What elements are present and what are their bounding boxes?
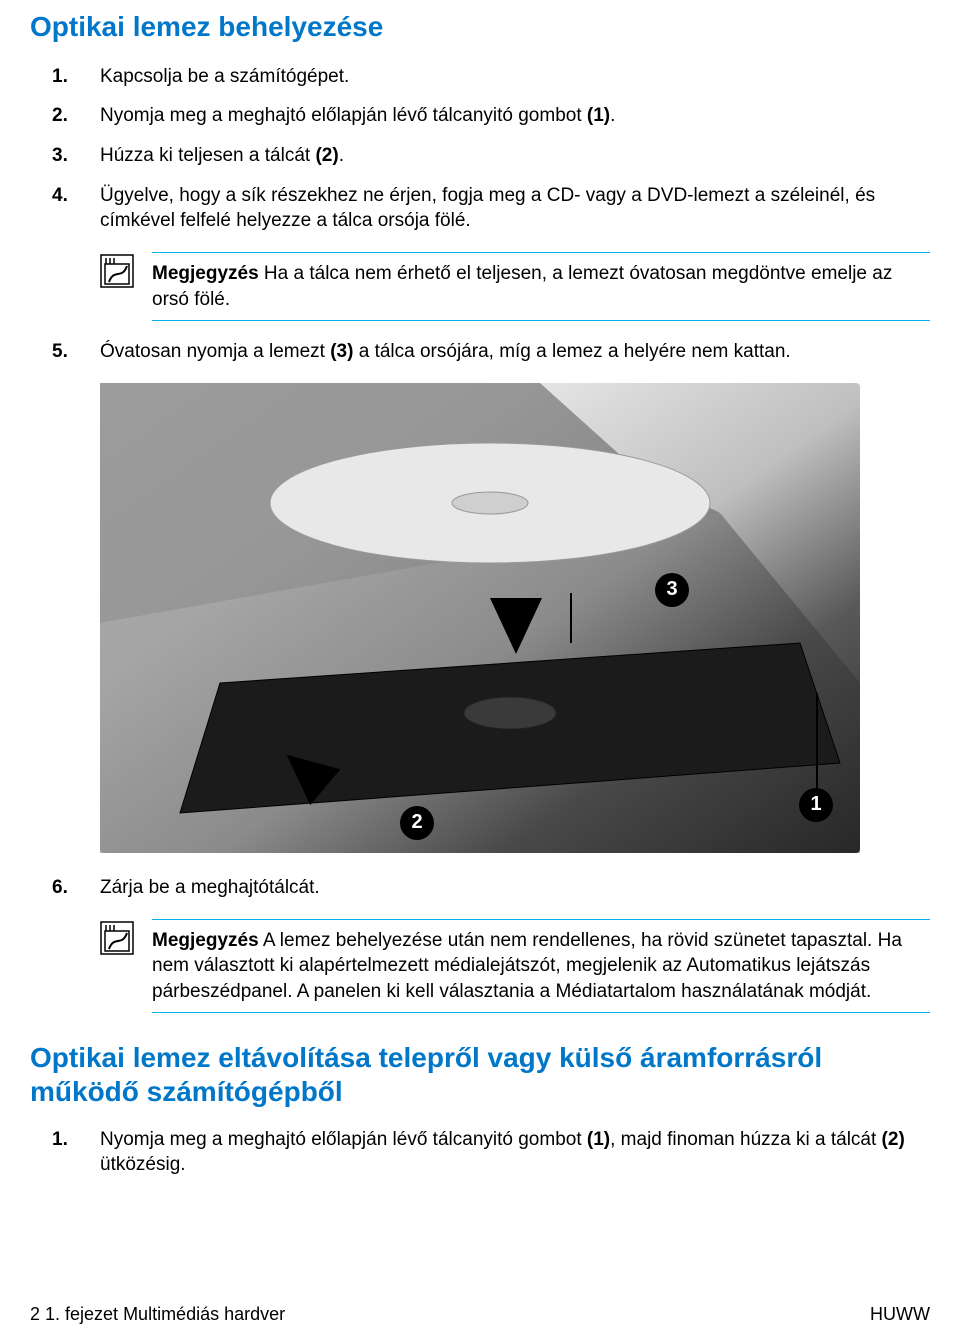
step-3-num: 3. bbox=[52, 143, 68, 169]
section2-step-1-text-c: ütközésig. bbox=[100, 1154, 186, 1175]
figure-callout-1: 1 bbox=[799, 788, 833, 822]
section1-steps: 1. Kapcsolja be a számítógépet. 2. Nyomj… bbox=[30, 64, 930, 1014]
step-3: 3. Húzza ki teljesen a tálcát (2). bbox=[100, 143, 930, 169]
section2-step-1: 1. Nyomja meg a meghajtó előlapján lévő … bbox=[100, 1127, 930, 1178]
step-5-text-b: a tálca orsójára, míg a lemez a helyére … bbox=[353, 341, 790, 362]
step-2-text-a: Nyomja meg a meghajtó előlapján lévő tál… bbox=[100, 105, 587, 126]
note-1-text: Megjegyzés Ha a tálca nem érhető el telj… bbox=[152, 252, 930, 321]
step-2: 2. Nyomja meg a meghajtó előlapján lévő … bbox=[100, 103, 930, 129]
section1-title: Optikai lemez behelyezése bbox=[30, 8, 930, 46]
section2-step-1-bold-a: (1) bbox=[587, 1129, 610, 1150]
step-3-text-b: . bbox=[339, 145, 344, 166]
step-6-text: Zárja be a meghajtótálcát. bbox=[100, 877, 320, 898]
figure-callout-3: 3 bbox=[655, 573, 689, 607]
section2-steps: 1. Nyomja meg a meghajtó előlapján lévő … bbox=[30, 1127, 930, 1178]
step-4: 4. Ügyelve, hogy a sík részekhez ne érje… bbox=[100, 183, 930, 322]
step-6-num: 6. bbox=[52, 875, 68, 901]
step-3-text-a: Húzza ki teljesen a tálcát bbox=[100, 145, 315, 166]
step-5-bold-a: (3) bbox=[330, 341, 353, 362]
step-4-num: 4. bbox=[52, 183, 68, 209]
note-2-label: Megjegyzés bbox=[152, 930, 259, 951]
section2-step-1-num: 1. bbox=[52, 1127, 68, 1153]
step-1-text: Kapcsolja be a számítógépet. bbox=[100, 66, 349, 87]
step-4-text: Ügyelve, hogy a sík részekhez ne érjen, … bbox=[100, 185, 875, 232]
footer-right: HUWW bbox=[870, 1302, 930, 1326]
section2-title: Optikai lemez eltávolítása telepről vagy… bbox=[30, 1041, 930, 1108]
note-icon bbox=[100, 921, 134, 963]
step-2-text-b: . bbox=[610, 105, 615, 126]
step-6: 6. Zárja be a meghajtótálcát. Megjegyzés… bbox=[100, 875, 930, 1014]
note-2: Megjegyzés A lemez behelyezése után nem … bbox=[100, 919, 930, 1014]
footer-page-number: 2 bbox=[30, 1304, 40, 1324]
figure-callout-2: 2 bbox=[400, 806, 434, 840]
step-3-bold-a: (2) bbox=[315, 145, 338, 166]
step-1: 1. Kapcsolja be a számítógépet. bbox=[100, 64, 930, 90]
note-2-text: Megjegyzés A lemez behelyezése után nem … bbox=[152, 919, 930, 1014]
page-footer: 2 1. fejezet Multimédiás hardver HUWW bbox=[30, 1302, 930, 1326]
footer-chapter: 1. fejezet Multimédiás hardver bbox=[40, 1304, 285, 1324]
step-5-text-a: Óvatosan nyomja a lemezt bbox=[100, 341, 330, 362]
section2-step-1-text-b: , majd finoman húzza ki a tálcát bbox=[610, 1129, 881, 1150]
note-1-body: Ha a tálca nem érhető el teljesen, a lem… bbox=[152, 263, 892, 310]
note-1: Megjegyzés Ha a tálca nem érhető el telj… bbox=[100, 252, 930, 321]
step-2-bold-a: (1) bbox=[587, 105, 610, 126]
step-5-num: 5. bbox=[52, 339, 68, 365]
section2-step-1-text-a: Nyomja meg a meghajtó előlapján lévő tál… bbox=[100, 1129, 587, 1150]
step-1-num: 1. bbox=[52, 64, 68, 90]
section2-step-1-bold-b: (2) bbox=[882, 1129, 905, 1150]
note-icon bbox=[100, 254, 134, 296]
step-5: 5. Óvatosan nyomja a lemezt (3) a tálca … bbox=[100, 339, 930, 853]
step-2-num: 2. bbox=[52, 103, 68, 129]
note-2-body: A lemez behelyezése után nem rendellenes… bbox=[152, 930, 902, 1002]
figure-insert-disc: 3 1 2 bbox=[100, 383, 860, 853]
note-1-label: Megjegyzés bbox=[152, 263, 259, 284]
